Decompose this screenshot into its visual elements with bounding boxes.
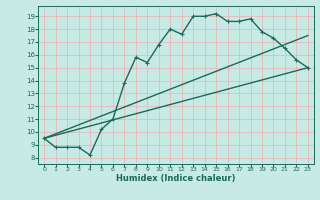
- X-axis label: Humidex (Indice chaleur): Humidex (Indice chaleur): [116, 174, 236, 183]
